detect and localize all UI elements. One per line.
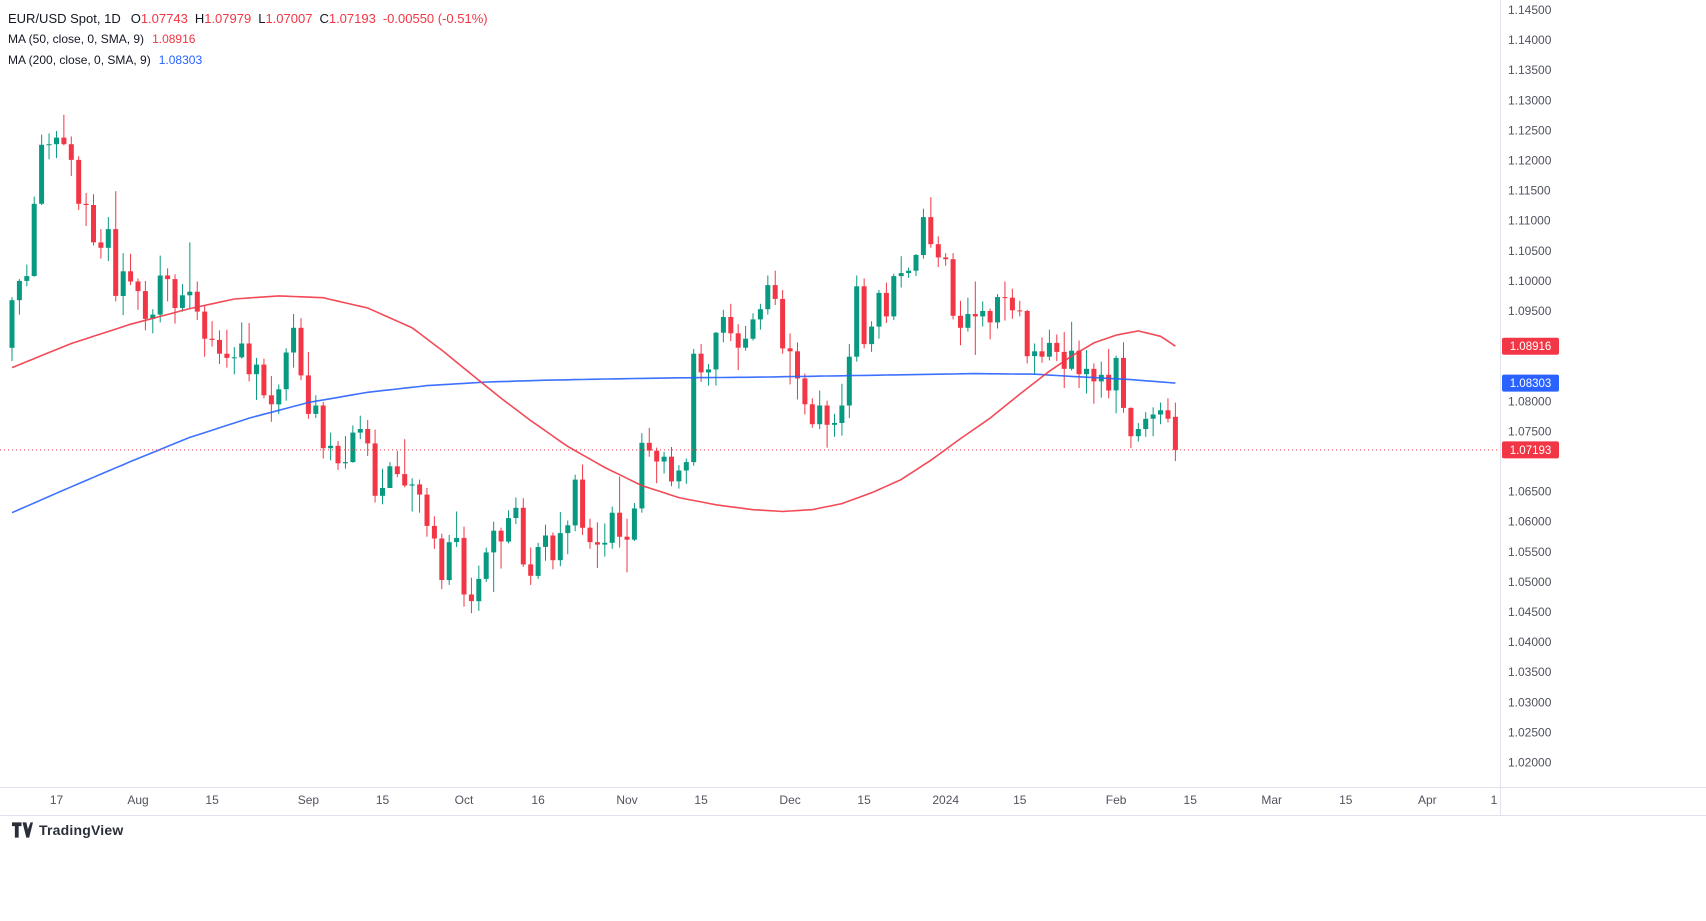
- time-axis[interactable]: [0, 788, 1500, 815]
- svg-text:1.08000: 1.08000: [1508, 394, 1552, 408]
- tradingview-logo-icon: [12, 822, 33, 838]
- svg-text:1.03000: 1.03000: [1508, 695, 1552, 709]
- svg-text:1.07193: 1.07193: [1510, 445, 1552, 457]
- open-value: 1.07743: [140, 11, 188, 26]
- svg-text:15: 15: [1184, 793, 1198, 807]
- svg-text:1.04500: 1.04500: [1508, 605, 1552, 619]
- svg-text:Mar: Mar: [1261, 793, 1282, 807]
- tradingview-attribution[interactable]: TradingView: [12, 822, 123, 838]
- symbol-legend-row[interactable]: EUR/USD Spot, 1D O1.07743 H1.07979 L1.07007…: [8, 8, 488, 29]
- svg-text:Apr: Apr: [1418, 793, 1437, 807]
- svg-text:1.08916: 1.08916: [1510, 341, 1552, 353]
- svg-text:1.07500: 1.07500: [1508, 424, 1552, 438]
- svg-text:15: 15: [376, 793, 390, 807]
- ma200-legend-row[interactable]: MA (200, close, 0, SMA, 9) 1.08303: [8, 50, 488, 71]
- high-value: 1.07979: [204, 11, 252, 26]
- svg-text:1.13000: 1.13000: [1508, 93, 1552, 107]
- svg-text:1.13500: 1.13500: [1508, 63, 1552, 77]
- svg-text:1.06000: 1.06000: [1508, 515, 1552, 529]
- svg-text:1.02500: 1.02500: [1508, 725, 1552, 739]
- svg-text:1.12000: 1.12000: [1508, 154, 1552, 168]
- svg-text:Sep: Sep: [298, 793, 320, 807]
- ma200-value: 1.08303: [158, 53, 203, 67]
- svg-text:15: 15: [857, 793, 871, 807]
- tradingview-logo-text: TradingView: [39, 822, 124, 838]
- high-label: H: [194, 11, 205, 26]
- svg-text:Aug: Aug: [127, 793, 148, 807]
- svg-text:2024: 2024: [932, 793, 959, 807]
- ma50-label: MA (50, close, 0, SMA, 9): [8, 32, 145, 46]
- svg-text:1.11000: 1.11000: [1508, 214, 1551, 228]
- ma50-legend-row[interactable]: MA (50, close, 0, SMA, 9) 1.08916: [8, 29, 488, 50]
- svg-text:1.05500: 1.05500: [1508, 545, 1552, 559]
- svg-text:1.04000: 1.04000: [1508, 635, 1552, 649]
- change-value: -0.00550 (-0.51%): [382, 11, 488, 26]
- chart-pane[interactable]: [0, 0, 1500, 787]
- svg-text:17: 17: [50, 793, 64, 807]
- svg-text:1.09500: 1.09500: [1508, 304, 1552, 318]
- low-label: L: [258, 11, 266, 26]
- low-value: 1.07007: [265, 11, 313, 26]
- ohlc-values: O1.07743 H1.07979 L1.07007 C1.07193 -0.00550…: [131, 11, 488, 26]
- svg-text:15: 15: [205, 793, 219, 807]
- svg-text:15: 15: [1013, 793, 1027, 807]
- svg-text:1.11500: 1.11500: [1508, 184, 1551, 198]
- svg-text:16: 16: [531, 793, 545, 807]
- svg-text:1.08303: 1.08303: [1510, 378, 1552, 390]
- svg-text:1.14000: 1.14000: [1508, 33, 1552, 47]
- svg-text:1.12500: 1.12500: [1508, 123, 1552, 137]
- svg-text:1.10500: 1.10500: [1508, 244, 1552, 258]
- legend: EUR/USD Spot, 1D O1.07743 H1.07979 L1.07007…: [8, 8, 488, 71]
- svg-text:Feb: Feb: [1106, 793, 1127, 807]
- close-value: 1.07193: [328, 11, 376, 26]
- svg-text:1: 1: [1491, 793, 1498, 807]
- price-axis[interactable]: [1500, 0, 1706, 787]
- symbol-title[interactable]: EUR/USD Spot, 1D: [8, 11, 121, 26]
- ma200-label: MA (200, close, 0, SMA, 9): [8, 53, 151, 67]
- svg-text:Dec: Dec: [779, 793, 800, 807]
- price-chart[interactable]: 1.02000 1.02500 1.03000 1.03500 1.04000 1.045…: [0, 0, 1706, 845]
- svg-text:1.03500: 1.03500: [1508, 665, 1552, 679]
- svg-text:1.02000: 1.02000: [1508, 756, 1552, 770]
- svg-text:1.14500: 1.14500: [1508, 3, 1552, 17]
- svg-text:15: 15: [694, 793, 708, 807]
- svg-text:1.06500: 1.06500: [1508, 485, 1552, 499]
- svg-text:Oct: Oct: [455, 793, 474, 807]
- close-label: C: [319, 11, 329, 26]
- svg-text:1.05000: 1.05000: [1508, 575, 1552, 589]
- svg-text:15: 15: [1339, 793, 1353, 807]
- open-label: O: [130, 11, 141, 26]
- svg-text:Nov: Nov: [616, 793, 637, 807]
- ma50-value: 1.08916: [152, 32, 196, 46]
- svg-text:1.10000: 1.10000: [1508, 274, 1552, 288]
